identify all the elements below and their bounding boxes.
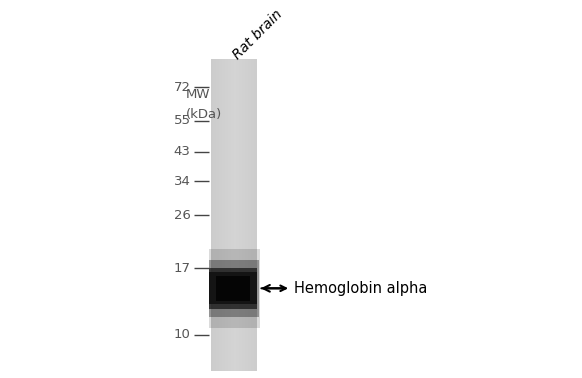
Bar [240, 59, 242, 371]
Bar [219, 59, 221, 371]
Text: 34: 34 [173, 175, 190, 188]
Bar [223, 59, 225, 371]
Bar [225, 59, 226, 371]
Bar [249, 59, 251, 371]
Bar [246, 59, 248, 371]
Bar [215, 59, 216, 371]
Text: (kDa): (kDa) [186, 108, 222, 121]
Bar [228, 59, 230, 371]
Bar [226, 59, 228, 371]
Text: 26: 26 [173, 209, 190, 222]
Text: 10: 10 [173, 328, 190, 341]
Bar [255, 59, 257, 371]
Text: 17: 17 [173, 262, 190, 275]
Bar [236, 59, 237, 371]
Bar [243, 59, 245, 371]
Text: 72: 72 [173, 81, 190, 94]
Bar [233, 59, 234, 371]
Bar [208, 273, 257, 304]
Bar [208, 268, 257, 309]
Bar [239, 59, 240, 371]
Bar [216, 276, 250, 301]
Text: MW: MW [186, 88, 211, 101]
Bar [234, 59, 236, 371]
Bar [208, 249, 260, 328]
Bar [251, 59, 253, 371]
Bar [245, 59, 246, 371]
Bar [211, 59, 213, 371]
Text: Hemoglobin alpha: Hemoglobin alpha [294, 281, 427, 296]
Bar [231, 59, 233, 371]
Bar [213, 59, 215, 371]
Bar [237, 59, 239, 371]
Bar [221, 59, 222, 371]
Bar [216, 59, 218, 371]
Bar [242, 59, 243, 371]
Text: 43: 43 [173, 146, 190, 158]
Bar [211, 59, 257, 371]
Bar [253, 59, 254, 371]
Bar [248, 59, 249, 371]
Bar [230, 59, 231, 371]
Text: 55: 55 [173, 115, 190, 127]
Bar [208, 260, 258, 317]
Bar [218, 59, 219, 371]
Text: Rat brain: Rat brain [230, 7, 285, 62]
Bar [254, 59, 255, 371]
Bar [222, 59, 223, 371]
